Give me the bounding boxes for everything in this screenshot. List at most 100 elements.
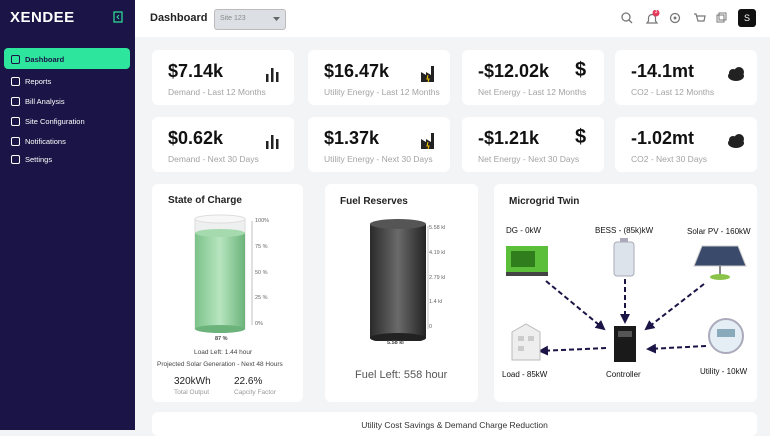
icon-graphic	[421, 133, 434, 150]
battery-cylinder	[194, 214, 253, 333]
panel-title: State of Charge	[168, 195, 242, 206]
menu-item[interactable]: Bill Analysis	[25, 97, 65, 106]
menu-item[interactable]: Reports	[25, 77, 52, 86]
active-menu-bg	[4, 48, 130, 69]
scale-label: 2.79 kl	[429, 274, 446, 281]
capacity-factor-label: Capcity Factor	[234, 389, 276, 396]
kpi-label: Utility Energy - Last 12 Months	[324, 87, 440, 97]
fuel-cylinder	[370, 219, 429, 341]
kpi-card: $16.47k Utility Energy - Last 12 Months	[308, 50, 450, 105]
node-label: Load - 85kW	[502, 370, 548, 379]
kpi-value: -$1.21k	[478, 128, 540, 148]
panel-title: Fuel Reserves	[340, 196, 408, 207]
notification-badge: 3	[654, 9, 658, 15]
kpi-card: $7.14k Demand - Last 12 Months	[152, 50, 294, 105]
microgrid-panel: Microgrid Twin DG - 0kW BESS - (85k)kW Sol…	[494, 184, 757, 402]
scale-label: 100%	[255, 218, 270, 224]
scale-label: 50 %	[255, 269, 268, 276]
sidebar: XENDEE Dashboard Reports Bill Analysis Site…	[0, 0, 135, 430]
top-bar: Dashboard Site 123 3 S	[135, 0, 770, 37]
panel-title: Utility Cost Savings & Demand Charge Red…	[361, 420, 548, 430]
scale-label: 25 %	[255, 295, 268, 302]
load-icon	[511, 323, 541, 361]
node-label: Solar PV - 160kW	[687, 227, 751, 236]
kpi-value: -1.02mt	[631, 128, 695, 148]
scale-label: 75 %	[255, 243, 268, 250]
header-icons	[621, 10, 727, 24]
page-title: Dashboard	[150, 12, 208, 24]
charge-panel: State of Charge 87 % Load Left: 1.44 hou…	[152, 184, 303, 402]
total-output-label: Total Output	[174, 389, 210, 396]
kpi-card: -$12.02k Net Energy - Last 12 Months $	[462, 50, 604, 105]
icon-graphic	[266, 68, 279, 82]
cart-icon[interactable]	[694, 13, 706, 22]
bess-icon	[613, 238, 635, 277]
kpi-label: Demand - Next 30 Days	[168, 154, 259, 164]
kpi-value: $0.62k	[168, 128, 224, 148]
kpi-value: $1.37k	[324, 128, 380, 148]
total-output: 320kWh	[174, 376, 211, 387]
kpi-icon: $	[575, 59, 587, 81]
search-icon[interactable]	[621, 12, 633, 24]
scale-label: 4.19 kl	[429, 249, 446, 256]
settings-icon[interactable]	[669, 12, 681, 24]
kpi-icon	[420, 131, 442, 156]
load-left: Load Left: 1.44 hour	[194, 349, 253, 356]
fuel-left: Fuel Left: 558 hour	[355, 369, 448, 381]
kpi-icon: $	[575, 126, 587, 148]
scale-label: 0	[429, 324, 433, 331]
kpi-card: -14.1mt CO2 - Last 12 Months	[615, 50, 757, 105]
caret	[273, 17, 280, 21]
charge-level: 87 %	[215, 336, 228, 342]
node-label: DG - 0kW	[506, 226, 542, 235]
capacity-factor: 22.6%	[234, 376, 263, 387]
kpi-value: -$12.02k	[478, 61, 550, 81]
avatar[interactable]: S	[738, 9, 756, 27]
menu-icon	[11, 137, 20, 146]
controller-icon	[614, 326, 636, 362]
menu-icon	[11, 77, 20, 86]
kpi-card: -$1.21k Net Energy - Next 30 Days $	[462, 117, 604, 172]
kpi-label: Demand - Last 12 Months	[168, 87, 266, 97]
kpi-value: -14.1mt	[631, 61, 695, 81]
kpi-label: Net Energy - Next 30 Days	[478, 154, 580, 164]
kpi-card: -1.02mt CO2 - Next 30 Days	[615, 117, 757, 172]
utility-icon	[708, 318, 744, 354]
collapse-icon[interactable]	[113, 11, 123, 23]
menu-item[interactable]: Site Configuration	[25, 117, 85, 126]
menu-icon	[11, 55, 20, 64]
savings-panel: Utility Cost Savings & Demand Charge Red…	[152, 412, 757, 436]
copy-icon[interactable]	[716, 12, 727, 23]
menu-item[interactable]: Dashboard	[25, 55, 65, 64]
icon-graphic	[728, 67, 744, 81]
menu-icon	[11, 117, 20, 126]
logo[interactable]: XENDEE	[10, 9, 75, 26]
menu-item[interactable]: Notifications	[25, 137, 66, 146]
kpi-label: Net Energy - Last 12 Months	[478, 87, 587, 97]
kpi-value: $7.14k	[168, 61, 224, 81]
kpi-card: $0.62k Demand - Next 30 Days	[152, 117, 294, 172]
site-select[interactable]: Site 123	[214, 9, 286, 30]
menu-item[interactable]: Settings	[25, 155, 53, 164]
scale-label: 5.58 kl	[429, 225, 446, 231]
kpi-card: $1.37k Utility Energy - Next 30 Days	[308, 117, 450, 172]
kpi-icon	[727, 131, 749, 156]
fuel-panel: Fuel Reserves 5.58 kl Fuel Left: 558 hou…	[325, 184, 478, 402]
kpi-label: CO2 - Last 12 Months	[631, 87, 715, 97]
microgrid-diagram	[506, 238, 747, 362]
node-label: BESS - (85k)kW	[595, 226, 654, 235]
kpi-icon	[727, 64, 749, 89]
scale-label: 0%	[255, 321, 263, 328]
site-value: Site 123	[220, 15, 246, 22]
bell-icon[interactable]	[645, 10, 660, 24]
panel-title: Microgrid Twin	[509, 196, 580, 207]
kpi-icon	[264, 131, 286, 156]
icon-graphic	[728, 134, 744, 148]
kpi-label: Utility Energy - Next 30 Days	[324, 154, 433, 164]
menu-icon	[11, 155, 20, 164]
fuel-level: 5.58 kl	[387, 340, 404, 346]
kpi-icon	[420, 64, 442, 89]
icon-graphic	[266, 135, 279, 149]
node-label: Utility - 10kW	[700, 367, 748, 376]
